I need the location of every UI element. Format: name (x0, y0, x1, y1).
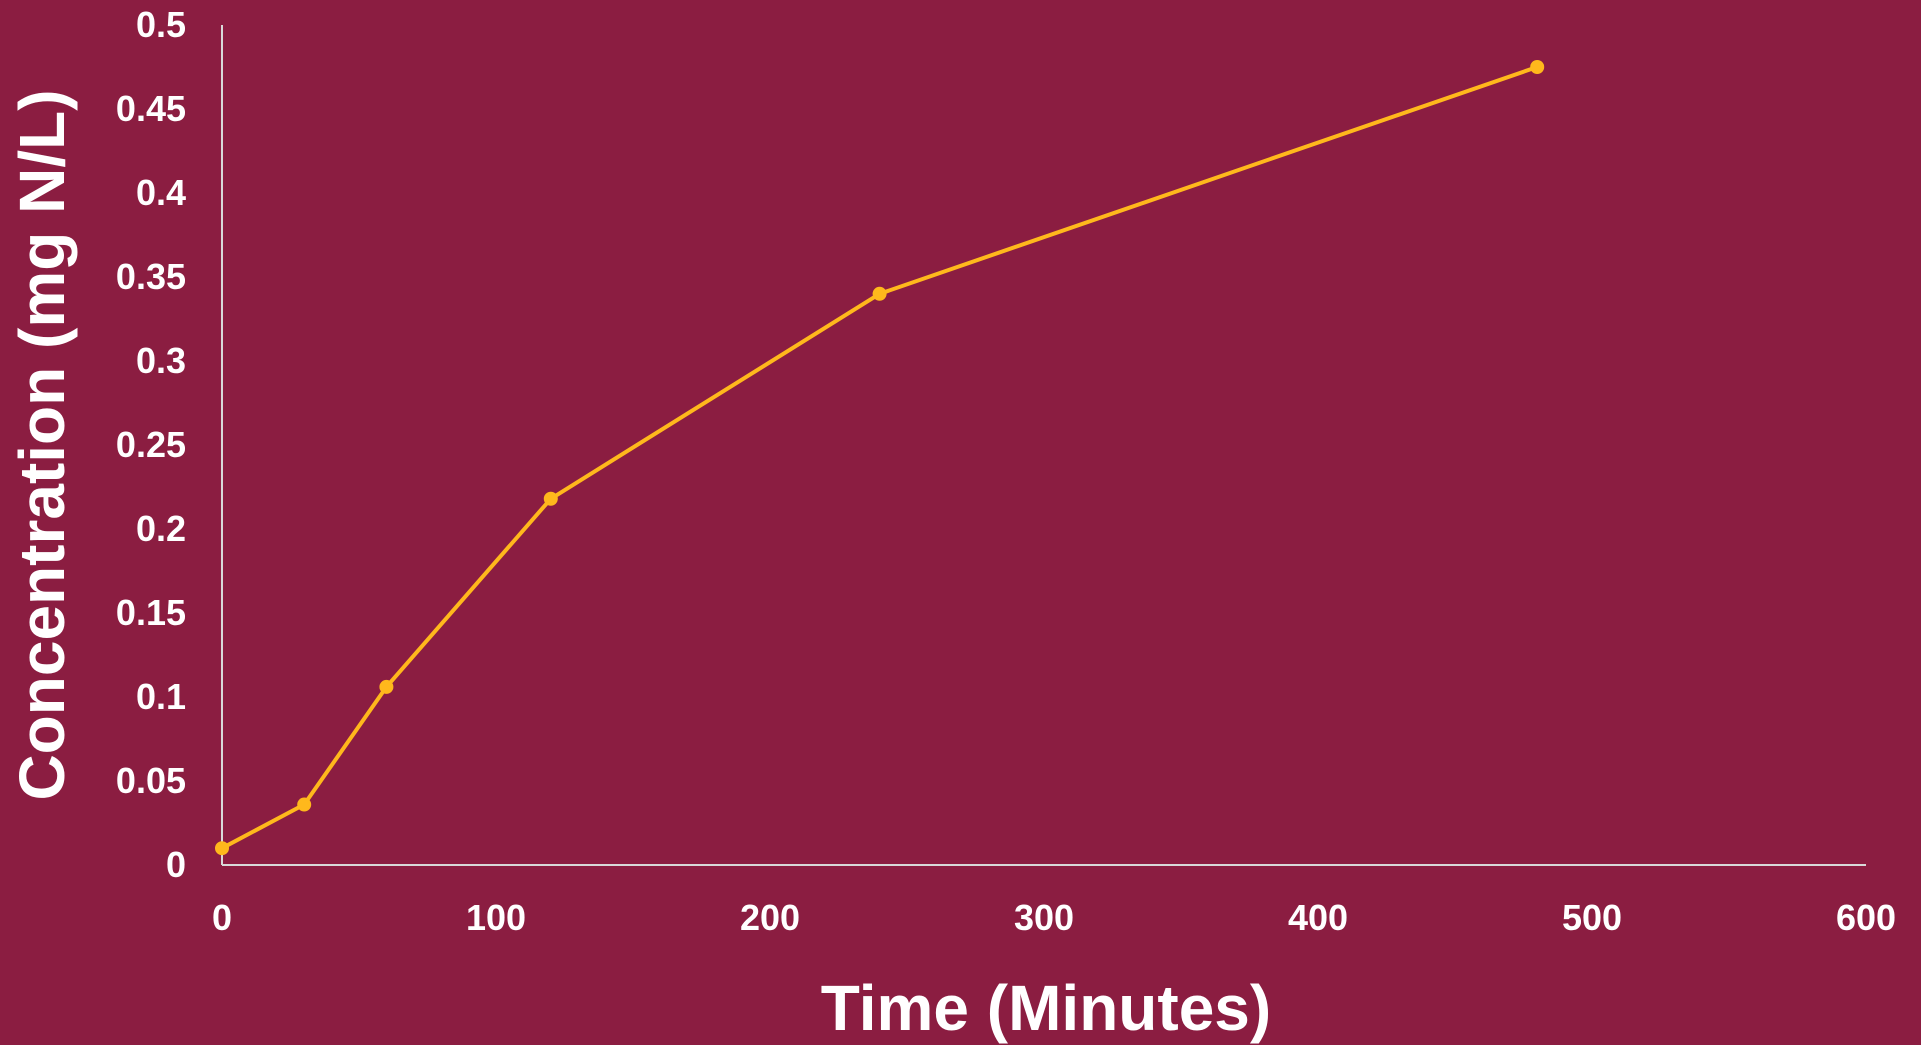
y-tick-label: 0.5 (136, 4, 186, 45)
y-tick-labels: 0 0.05 0.1 0.15 0.2 0.25 0.3 0.35 0.4 0.45 0.5 (116, 4, 186, 885)
data-point (379, 679, 394, 694)
data-point (543, 491, 558, 506)
x-tick-label: 600 (1836, 897, 1896, 938)
y-tick-label: 0.25 (116, 424, 186, 465)
y-tick-label: 0.15 (116, 592, 186, 633)
data-point (1530, 60, 1545, 74)
x-tick-label: 400 (1288, 897, 1348, 938)
y-tick-label: 0.45 (116, 88, 186, 129)
y-tick-label: 0.3 (136, 340, 186, 381)
y-tick-label: 0.1 (136, 676, 186, 717)
y-tick-label: 0.2 (136, 508, 186, 549)
y-tick-label: 0.4 (136, 172, 186, 213)
x-tick-label: 0 (212, 897, 232, 938)
data-point (297, 797, 312, 812)
y-axis-title: Concentration (mg N/L) (6, 89, 78, 800)
x-tick-label: 100 (466, 897, 526, 938)
x-tick-label: 200 (740, 897, 800, 938)
x-axis-title: Time (Minutes) (821, 972, 1271, 1044)
data-point (215, 841, 229, 856)
x-tick-label: 500 (1562, 897, 1622, 938)
series-line (221, 65, 1538, 850)
x-tick-label: 300 (1014, 897, 1074, 938)
axes (221, 25, 1866, 866)
data-point (872, 286, 887, 301)
y-tick-label: 0.35 (116, 256, 186, 297)
x-tick-labels: 0 100 200 300 400 500 600 (212, 897, 1896, 938)
y-tick-label: 0.05 (116, 760, 186, 801)
series-layer (215, 60, 1545, 856)
y-tick-label: 0 (166, 844, 186, 885)
